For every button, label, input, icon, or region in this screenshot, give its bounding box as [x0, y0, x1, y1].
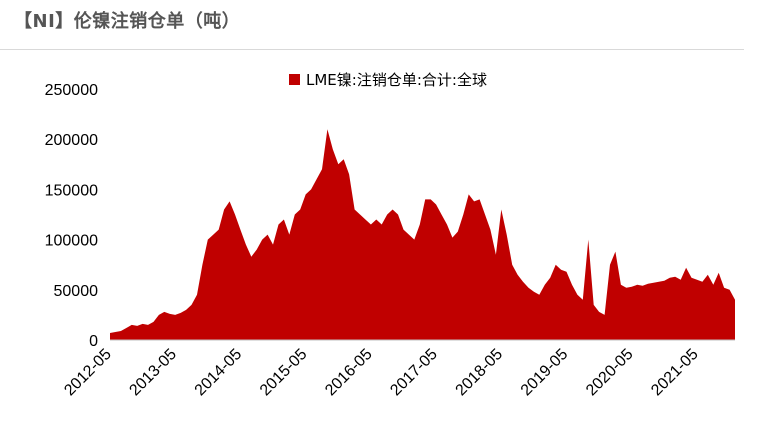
- x-tick-label: 2016-05: [322, 346, 376, 400]
- y-axis-ticks: 0 50000 100000 150000 200000 250000: [45, 82, 98, 350]
- x-tick-label: 2013-05: [127, 346, 181, 400]
- x-tick-label: 2017-05: [387, 346, 441, 400]
- x-tick-label: 2012-05: [61, 346, 115, 400]
- y-tick-label: 250000: [45, 82, 98, 99]
- legend: LME镍:注销仓单:合计:全球: [289, 71, 487, 89]
- legend-swatch: [289, 74, 300, 85]
- plot-area: [110, 129, 735, 341]
- title-divider: [0, 49, 744, 50]
- x-tick-label: 2014-05: [192, 346, 246, 400]
- series-area: [110, 129, 735, 340]
- y-tick-label: 0: [89, 333, 98, 350]
- page-title: 【NI】伦镍注销仓单（吨）: [14, 11, 241, 32]
- x-tick-label: 2018-05: [453, 346, 507, 400]
- y-tick-label: 200000: [45, 132, 98, 149]
- legend-label: LME镍:注销仓单:合计:全球: [306, 71, 487, 89]
- x-tick-label: 2021-05: [648, 346, 702, 400]
- x-tick-label: 2015-05: [257, 346, 311, 400]
- x-tick-label: 2020-05: [583, 346, 637, 400]
- x-axis-ticks: 2012-05 2013-05 2014-05 2015-05 2016-05 2017-…: [61, 346, 702, 400]
- x-tick-label: 2019-05: [518, 346, 572, 400]
- y-tick-label: 150000: [45, 182, 98, 199]
- y-tick-label: 100000: [45, 233, 98, 250]
- y-tick-label: 50000: [54, 283, 99, 300]
